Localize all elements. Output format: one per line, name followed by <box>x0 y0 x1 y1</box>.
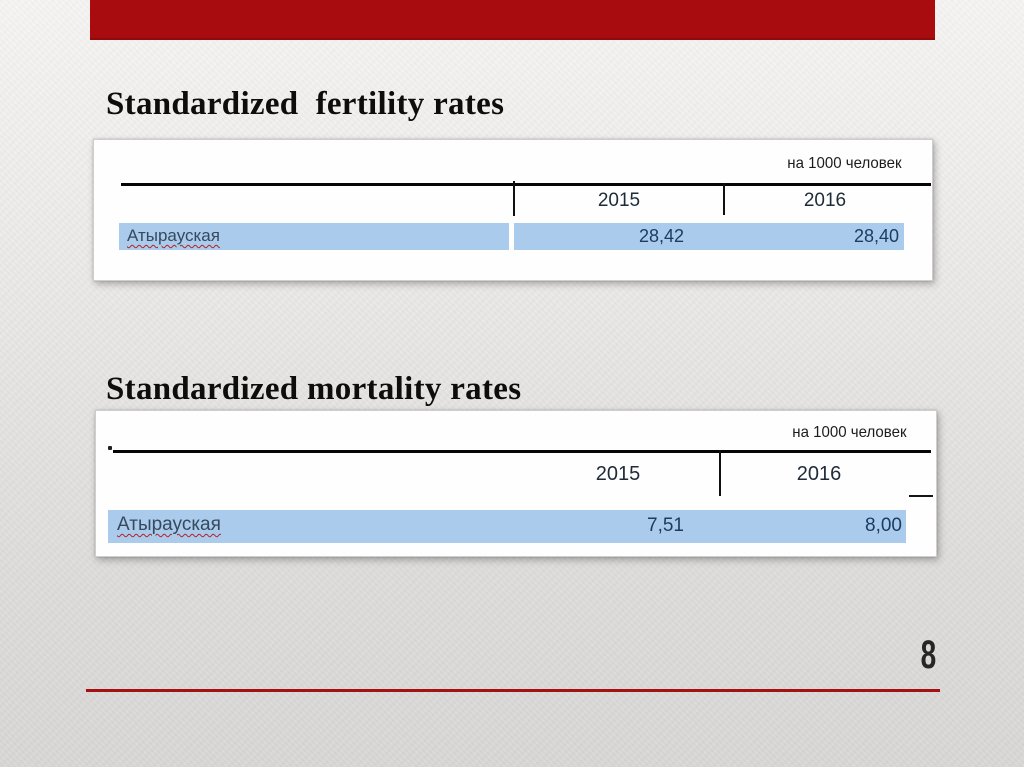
mortality-value-2015: 7,51 <box>647 515 684 536</box>
fertility-row-name-cell: Атырауская <box>119 223 509 250</box>
right-dash-artifact <box>909 495 933 497</box>
mortality-column-divider <box>719 450 721 496</box>
fertility-region-name: Атырауская <box>127 226 220 245</box>
fertility-column-divider-1 <box>513 181 515 216</box>
left-tick-artifact <box>108 446 112 450</box>
fertility-header-rule <box>121 183 931 186</box>
bottom-accent-line <box>86 689 940 692</box>
fertility-title: Standardized fertility rates <box>106 86 505 122</box>
top-accent-bar <box>90 0 935 40</box>
mortality-row: Атырауская <box>108 510 906 543</box>
fertility-value-2016: 28,40 <box>853 226 899 246</box>
mortality-unit-label: на 1000 человек <box>792 424 907 441</box>
mortality-header-rule <box>113 450 931 453</box>
mortality-value-2016: 8,00 <box>865 515 902 536</box>
mortality-table: на 1000 человек 2015 2016 Атырауская 7,5… <box>95 410 937 557</box>
mortality-region-name: Атырауская <box>117 514 221 535</box>
fertility-column-divider-2 <box>723 183 725 215</box>
fertility-unit-label: на 1000 человек <box>787 155 902 172</box>
mortality-column-header-2016: 2016 <box>796 463 842 485</box>
page-number: 8 <box>920 633 936 677</box>
fertility-column-header-2015: 2015 <box>597 190 641 211</box>
fertility-table: на 1000 человек 2015 2016 Атырауская 28,… <box>93 139 933 281</box>
fertility-value-2015: 28,42 <box>638 226 684 246</box>
mortality-title: Standardized mortality rates <box>106 371 522 407</box>
mortality-column-header-2015: 2015 <box>595 463 641 485</box>
fertility-column-header-2016: 2016 <box>803 190 847 211</box>
fertility-row-values-cell <box>514 223 904 250</box>
